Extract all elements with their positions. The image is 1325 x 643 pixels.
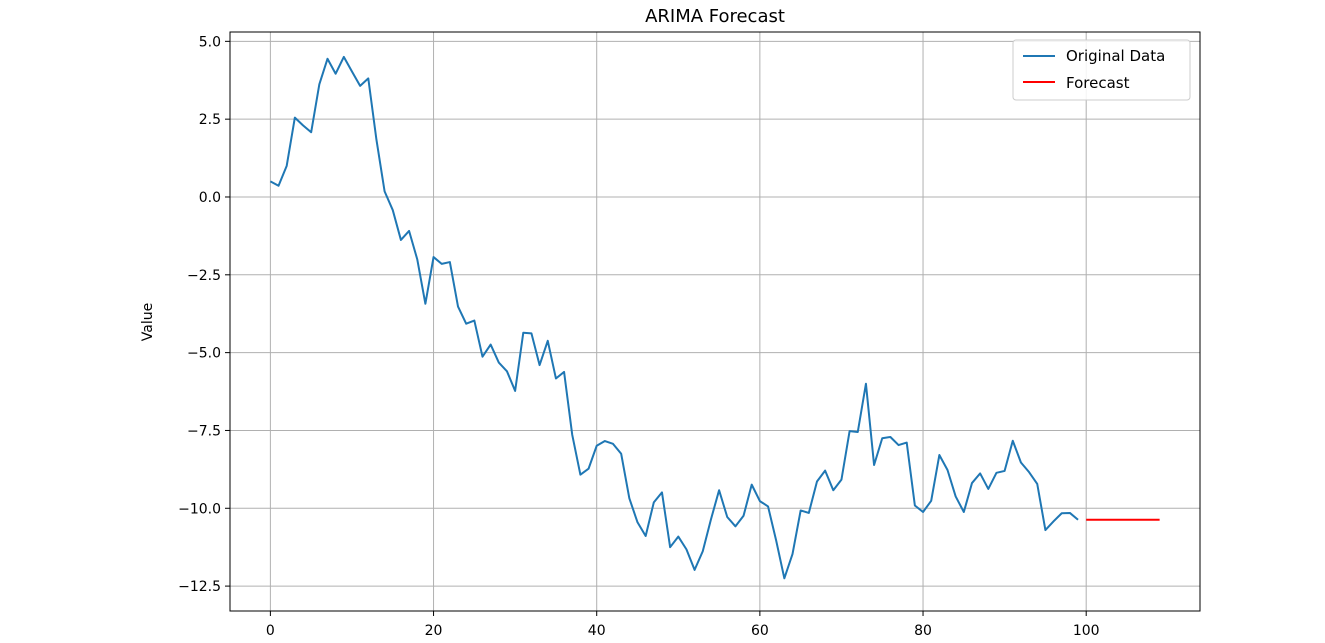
x-tick-label: 80 xyxy=(914,623,932,639)
x-tick-label: 0 xyxy=(266,623,275,639)
y-tick-label: −7.5 xyxy=(187,423,221,439)
x-tick-label: 60 xyxy=(751,623,769,639)
y-tick-label: 2.5 xyxy=(199,112,221,128)
legend-label-original-data: Original Data xyxy=(1066,47,1165,65)
series-line-original-data xyxy=(269,55,1079,580)
legend-label-forecast: Forecast xyxy=(1066,74,1130,92)
y-axis-label: Value xyxy=(140,303,156,341)
series-layer xyxy=(269,55,1160,580)
y-tick-label: −5.0 xyxy=(187,346,221,362)
plot-frame xyxy=(229,31,1201,612)
legend: Original Data Forecast xyxy=(1012,39,1191,101)
x-tick-label: 20 xyxy=(425,623,443,639)
chart-title: ARIMA Forecast xyxy=(645,6,785,27)
y-tick-label: −2.5 xyxy=(187,268,221,284)
x-tick-label: 40 xyxy=(588,623,606,639)
y-tick-label: −10.0 xyxy=(178,501,221,517)
y-tick-label: −12.5 xyxy=(178,579,221,595)
y-tick-label: 0.0 xyxy=(199,190,221,206)
x-tick-label: 100 xyxy=(1073,623,1100,639)
legend-box xyxy=(1012,39,1191,101)
y-tick-label: 5.0 xyxy=(199,34,221,50)
axis-ticks: 0 20 40 60 80 100 5.0 2.5 0.0 −2.5 −5.0 −7.5 −10.0 −1… xyxy=(178,34,1099,639)
grid-lines xyxy=(230,32,1200,611)
